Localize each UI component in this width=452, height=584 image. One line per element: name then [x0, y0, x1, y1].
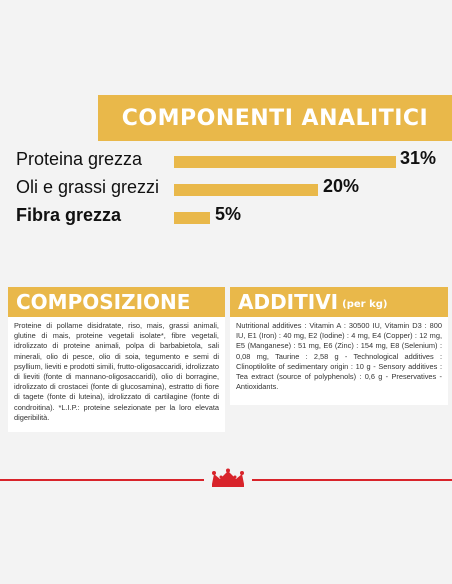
analytics-title: COMPONENTI ANALITICI	[121, 105, 429, 131]
additives-subtitle: (per kg)	[342, 298, 388, 310]
additives-text: Nutritional additives : Vitamin A : 3050…	[236, 321, 442, 392]
row-label: Proteina grezza	[16, 149, 143, 169]
row-label: Fibra grezza	[16, 205, 122, 225]
additives-box: ADDITIVI (per kg) Nutritional additives …	[230, 287, 448, 405]
left-red-line	[0, 479, 204, 481]
right-red-line	[252, 479, 452, 481]
crown-logo-icon	[212, 468, 244, 487]
composition-box: COMPOSIZIONE Proteine di pollame disidra…	[8, 287, 225, 432]
additives-header: ADDITIVI (per kg)	[230, 287, 448, 317]
composition-title: COMPOSIZIONE	[16, 290, 191, 314]
row-percent: 20%	[323, 176, 360, 196]
fiber-bar	[174, 212, 210, 224]
composition-text: Proteine di pollame disidratate, riso, m…	[14, 321, 219, 422]
additives-title: ADDITIVI	[238, 290, 339, 314]
row-label: Oli e grassi grezzi	[16, 177, 160, 197]
fat-bar	[174, 184, 318, 196]
protein-bar	[174, 156, 396, 168]
row-percent: 5%	[215, 204, 242, 224]
analytics-banner: COMPONENTI ANALITICI	[98, 95, 452, 141]
composition-header: COMPOSIZIONE	[8, 287, 225, 317]
row-percent: 31%	[400, 148, 437, 168]
